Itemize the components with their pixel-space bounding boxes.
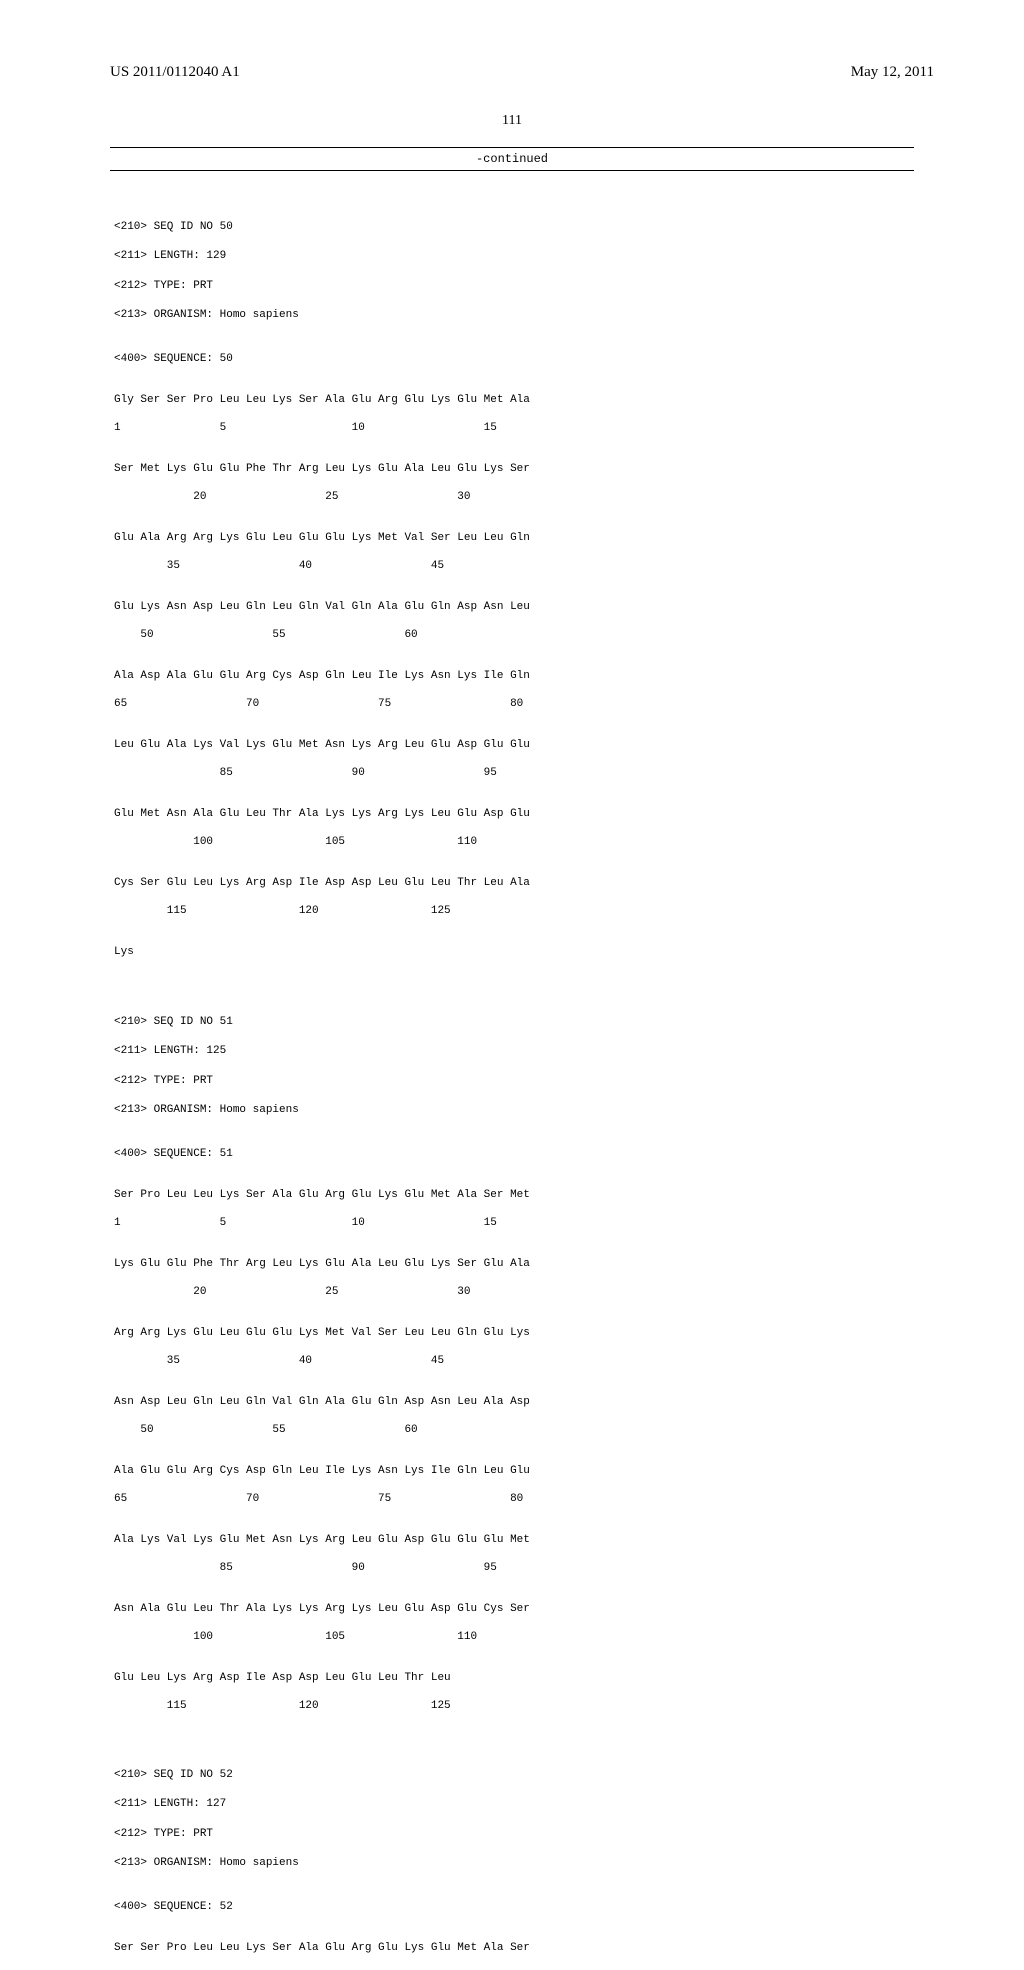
seq-aa-row: Glu Lys Asn Asp Leu Gln Leu Gln Val Gln … (114, 601, 1024, 615)
seq-pos-row: 100 105 110 (114, 836, 1024, 850)
seq-aa-row: Ser Pro Leu Leu Lys Ser Ala Glu Arg Glu … (114, 1189, 1024, 1203)
seq-pos-row: 115 120 125 (114, 1700, 1024, 1714)
seq-meta-line: <210> SEQ ID NO 50 (114, 221, 1024, 235)
seq-aa-row: Glu Ala Arg Arg Lys Glu Leu Glu Glu Lys … (114, 532, 1024, 546)
seq-pos-row: 50 55 60 (114, 629, 1024, 643)
seq-pos-row: 20 25 30 (114, 491, 1024, 505)
seq-pos-row: 35 40 45 (114, 560, 1024, 574)
seq-aa-row: Ala Asp Ala Glu Glu Arg Cys Asp Gln Leu … (114, 670, 1024, 684)
seq-aa-row: Asn Ala Glu Leu Thr Ala Lys Lys Arg Lys … (114, 1603, 1024, 1617)
page-number: 111 (0, 113, 1024, 129)
seq-meta-line: <213> ORGANISM: Homo sapiens (114, 1857, 1024, 1871)
seq-aa-row: Ser Ser Pro Leu Leu Lys Ser Ala Glu Arg … (114, 1942, 1024, 1956)
seq-pos-row: 20 25 30 (114, 1286, 1024, 1300)
seq-meta-line: <213> ORGANISM: Homo sapiens (114, 309, 1024, 323)
seq-400-line: <400> SEQUENCE: 52 (114, 1901, 1024, 1915)
seq-meta-line: <213> ORGANISM: Homo sapiens (114, 1104, 1024, 1118)
seq-meta-line: <211> LENGTH: 129 (114, 250, 1024, 264)
seq-400-line: <400> SEQUENCE: 51 (114, 1148, 1024, 1162)
seq-400-line: <400> SEQUENCE: 50 (114, 353, 1024, 367)
seq-aa-row: Cys Ser Glu Leu Lys Arg Asp Ile Asp Asp … (114, 877, 1024, 891)
continued-label: -continued (110, 147, 914, 171)
seq-pos-row: 65 70 75 80 (114, 1493, 1024, 1507)
seq-meta-line: <212> TYPE: PRT (114, 1075, 1024, 1089)
seq-pos-row: 85 90 95 (114, 767, 1024, 781)
seq-aa-row: Arg Arg Lys Glu Leu Glu Glu Lys Met Val … (114, 1327, 1024, 1341)
seq-meta-line: <212> TYPE: PRT (114, 280, 1024, 294)
seq-aa-row: Glu Leu Lys Arg Asp Ile Asp Asp Leu Glu … (114, 1672, 1024, 1686)
page-header: US 2011/0112040 A1 May 12, 2011 (0, 0, 1024, 81)
seq-pos-row: 100 105 110 (114, 1631, 1024, 1645)
seq-pos-row: 1 5 10 15 (114, 422, 1024, 436)
publication-date: May 12, 2011 (851, 64, 934, 81)
sequence-block-52: <210> SEQ ID NO 52 <211> LENGTH: 127 <21… (114, 1755, 1024, 1970)
seq-pos-row: 35 40 45 (114, 1355, 1024, 1369)
seq-aa-row: Glu Met Asn Ala Glu Leu Thr Ala Lys Lys … (114, 808, 1024, 822)
seq-aa-row: Asn Asp Leu Gln Leu Gln Val Gln Ala Glu … (114, 1396, 1024, 1410)
seq-tail: Lys (114, 946, 1024, 960)
seq-pos-row: 115 120 125 (114, 905, 1024, 919)
seq-meta-line: <211> LENGTH: 127 (114, 1798, 1024, 1812)
seq-aa-row: Lys Glu Glu Phe Thr Arg Leu Lys Glu Ala … (114, 1258, 1024, 1272)
seq-meta-line: <212> TYPE: PRT (114, 1828, 1024, 1842)
sequence-block-50: <210> SEQ ID NO 50 <211> LENGTH: 129 <21… (114, 207, 1024, 988)
sequence-block-51: <210> SEQ ID NO 51 <211> LENGTH: 125 <21… (114, 1002, 1024, 1741)
seq-aa-row: Ser Met Lys Glu Glu Phe Thr Arg Leu Lys … (114, 463, 1024, 477)
seq-pos-row: 85 90 95 (114, 1562, 1024, 1576)
seq-aa-row: Ala Lys Val Lys Glu Met Asn Lys Arg Leu … (114, 1534, 1024, 1548)
seq-meta-line: <210> SEQ ID NO 51 (114, 1016, 1024, 1030)
seq-aa-row: Gly Ser Ser Pro Leu Leu Lys Ser Ala Glu … (114, 394, 1024, 408)
seq-meta-line: <211> LENGTH: 125 (114, 1045, 1024, 1059)
seq-pos-row: 1 5 10 15 (114, 1217, 1024, 1231)
publication-number: US 2011/0112040 A1 (110, 64, 240, 81)
seq-aa-row: Leu Glu Ala Lys Val Lys Glu Met Asn Lys … (114, 739, 1024, 753)
seq-pos-row: 65 70 75 80 (114, 698, 1024, 712)
seq-aa-row: Ala Glu Glu Arg Cys Asp Gln Leu Ile Lys … (114, 1465, 1024, 1479)
seq-pos-row: 50 55 60 (114, 1424, 1024, 1438)
seq-meta-line: <210> SEQ ID NO 52 (114, 1769, 1024, 1783)
